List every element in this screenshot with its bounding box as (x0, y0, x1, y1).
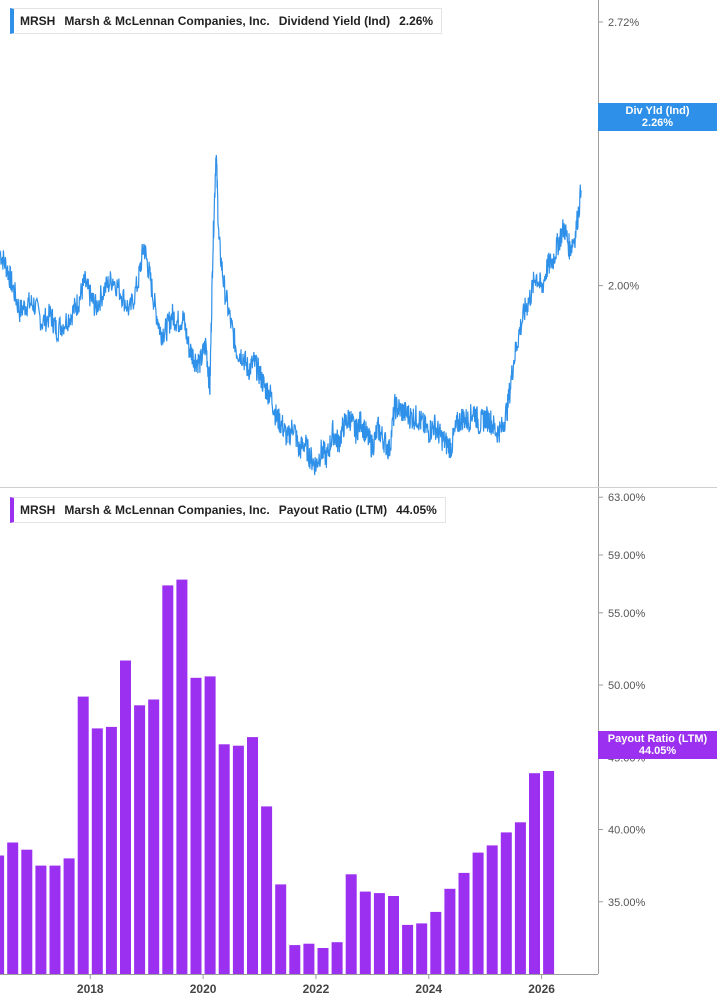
flag-label: Payout Ratio (LTM) (607, 733, 708, 745)
y-tick-label: 59.00% (608, 550, 646, 562)
payout-ratio-bar (275, 884, 287, 974)
payout-ratio-bar (232, 745, 244, 974)
payout-ratio-bar (317, 948, 329, 974)
payout-ratio-bar (105, 726, 117, 974)
payout-ratio-bar (7, 842, 19, 974)
payout-ratio-bar (204, 676, 216, 974)
payout-ratio-bar (176, 579, 188, 974)
payout-ratio-bar (388, 896, 399, 974)
y-tick-label: 2.72% (608, 17, 639, 29)
payout-ratio-bar (416, 923, 428, 974)
y-tick-label: 40.00% (608, 825, 646, 837)
y-tick-label: 55.00% (608, 608, 646, 620)
payout-ratio-bar (458, 872, 470, 974)
y-tick-label: 2.00% (608, 281, 639, 293)
payout-ratio-bar (444, 888, 456, 974)
payout-ratio-bar (373, 893, 385, 974)
legend-metric: Payout Ratio (LTM) (278, 503, 388, 517)
flag-label: Div Yld (Ind) (625, 105, 690, 117)
dividend-yield-value-flag: Div Yld (Ind) 2.26% (598, 103, 717, 131)
y-tick-label: 63.00% (608, 492, 646, 504)
payout-ratio-bar (543, 771, 555, 974)
y-tick-label: 35.00% (608, 897, 646, 909)
x-tick-label: 2018 (77, 982, 104, 996)
payout-ratio-bar (21, 849, 33, 974)
payout-ratio-bar (162, 585, 174, 974)
legend-ticker: MRSH (20, 503, 56, 517)
payout-ratio-bar (247, 737, 258, 974)
legend-value: 2.26% (399, 14, 434, 28)
payout-ratio-bar (49, 865, 61, 974)
payout-ratio-bar (63, 858, 75, 974)
flag-value: 44.05% (638, 745, 677, 757)
dividend-yield-line (0, 154, 582, 476)
y-tick-label: 50.00% (608, 680, 646, 692)
dividend-yield-legend[interactable]: MRSH Marsh & McLennan Companies, Inc. Di… (10, 8, 443, 34)
payout-ratio-bar (148, 699, 160, 974)
payout-ratio-bar (91, 728, 103, 974)
legend-metric: Dividend Yield (Ind) (278, 14, 391, 28)
x-tick-label: 2024 (415, 982, 442, 996)
payout-ratio-bar (514, 822, 526, 974)
payout-ratio-bar (120, 660, 131, 974)
payout-ratio-bar (430, 911, 442, 974)
legend-value: 44.05% (396, 503, 437, 517)
payout-ratio-legend[interactable]: MRSH Marsh & McLennan Companies, Inc. Pa… (10, 497, 446, 523)
x-tick-label: 2022 (303, 982, 330, 996)
payout-ratio-bar (486, 845, 498, 974)
x-tick-label: 2026 (528, 982, 555, 996)
payout-ratio-bar (500, 832, 512, 974)
payout-ratio-bar (261, 806, 273, 974)
payout-ratio-bar (359, 891, 371, 974)
payout-ratio-value-flag: Payout Ratio (LTM) 44.05% (598, 731, 717, 759)
payout-ratio-bar (190, 677, 202, 974)
payout-ratio-bar (402, 924, 414, 974)
payout-ratio-bar (345, 874, 357, 974)
payout-ratio-bar (218, 744, 230, 974)
payout-ratio-bar (0, 855, 5, 974)
payout-ratio-bar (77, 696, 89, 974)
payout-ratio-bar (289, 945, 301, 974)
legend-ticker: MRSH (20, 14, 56, 28)
payout-ratio-bar (303, 943, 315, 974)
legend-company: Marsh & McLennan Companies, Inc. (64, 503, 270, 517)
payout-ratio-bar (472, 852, 484, 974)
payout-ratio-bar (331, 942, 343, 974)
flag-value: 2.26% (641, 117, 674, 129)
payout-ratio-bar (529, 773, 540, 974)
x-tick-label: 2020 (190, 982, 217, 996)
legend-company: Marsh & McLennan Companies, Inc. (64, 14, 270, 28)
payout-ratio-bar (134, 705, 146, 974)
payout-ratio-bar (35, 865, 47, 974)
